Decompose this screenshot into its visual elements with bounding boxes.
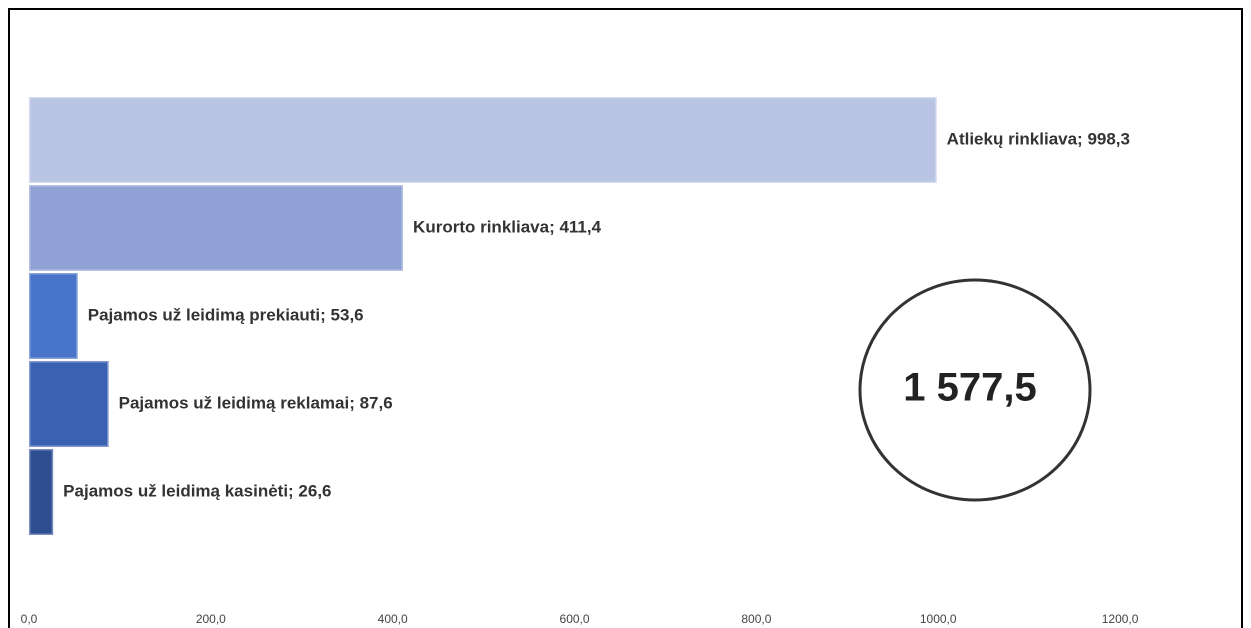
total-annotation: 1 577,5 xyxy=(903,366,1036,410)
data-label: Pajamos už leidimą reklamai; 87,6 xyxy=(119,393,393,412)
bar xyxy=(27,183,405,273)
bar xyxy=(27,447,55,537)
total-circle xyxy=(858,278,1092,502)
bar xyxy=(27,95,939,185)
x-tick-label: 800,0 xyxy=(741,612,771,626)
x-tick-label: 0,0 xyxy=(21,612,38,626)
x-tick-label: 1000,0 xyxy=(920,612,957,626)
bar xyxy=(27,271,80,361)
x-tick-label: 1200,0 xyxy=(1102,612,1139,626)
data-label: Kurorto rinkliava; 411,4 xyxy=(413,217,602,236)
x-tick-label: 400,0 xyxy=(378,612,408,626)
x-tick-label: 200,0 xyxy=(196,612,226,626)
x-tick-label: 600,0 xyxy=(560,612,590,626)
data-label: Pajamos už leidimą kasinėti; 26,6 xyxy=(63,481,331,500)
frame xyxy=(8,8,1243,628)
data-label: Atliekų rinkliava; 998,3 xyxy=(947,129,1130,148)
bar xyxy=(27,359,111,449)
data-label: Pajamos už leidimą prekiauti; 53,6 xyxy=(88,305,364,324)
